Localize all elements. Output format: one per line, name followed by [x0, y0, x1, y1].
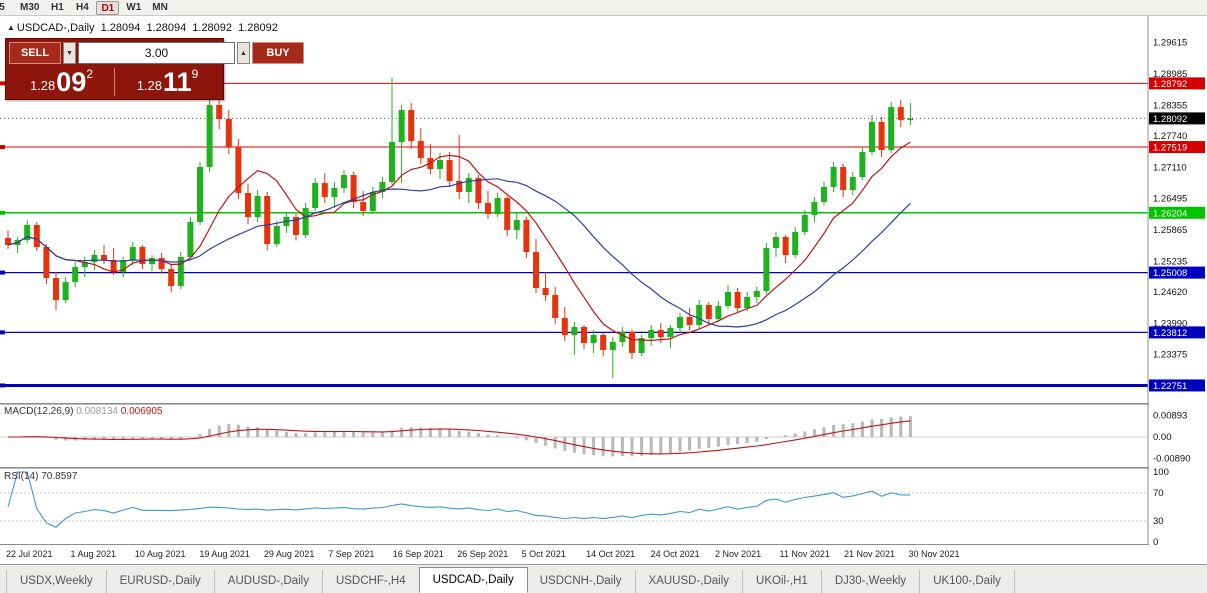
svg-text:1.28985: 1.28985	[1153, 69, 1187, 80]
chart-tab-eurusd-daily[interactable]: EURUSD-,Daily	[107, 570, 215, 593]
svg-text:1.25235: 1.25235	[1153, 256, 1187, 267]
timeframe-button-h4[interactable]: H4	[76, 1, 89, 13]
svg-text:30: 30	[1153, 516, 1164, 527]
volume-input[interactable]	[78, 42, 235, 64]
chart-tab-usdchf-h4[interactable]: USDCHF-,H4	[323, 570, 420, 593]
svg-text:-0.00890: -0.00890	[1153, 453, 1191, 464]
svg-text:21 Nov 2021: 21 Nov 2021	[844, 549, 895, 559]
svg-text:0: 0	[1153, 537, 1158, 548]
level-price-label	[1149, 141, 1205, 154]
volume-increase-button[interactable]: ▲	[237, 42, 250, 64]
svg-text:1.27110: 1.27110	[1153, 163, 1187, 174]
timeframe-button-h1[interactable]: H1	[51, 1, 64, 13]
svg-text:100: 100	[1153, 467, 1169, 478]
svg-text:70: 70	[1153, 488, 1164, 499]
svg-text:30 Nov 2021: 30 Nov 2021	[908, 549, 959, 559]
svg-text:1 Aug 2021: 1 Aug 2021	[70, 549, 116, 559]
chart-tab-usdcad-daily[interactable]: USDCAD-,Daily	[418, 567, 528, 593]
svg-text:1.29615: 1.29615	[1153, 37, 1187, 48]
timeframe-button-5[interactable]: 5	[0, 1, 5, 13]
level-price-label	[1149, 379, 1205, 392]
ohlc-close: 1.28092	[238, 22, 278, 34]
svg-text:1.28092: 1.28092	[1153, 114, 1187, 125]
ohlc-low: 1.28092	[192, 22, 233, 34]
buy-price-big: 11	[163, 67, 192, 97]
timeframe-button-m30[interactable]: M30	[20, 1, 40, 13]
svg-text:11 Nov 2021: 11 Nov 2021	[780, 549, 830, 559]
sell-price-prefix: 1.28	[29, 78, 56, 93]
chart-collapse-icon[interactable]: ▲	[7, 23, 15, 32]
svg-text:1.25008: 1.25008	[1153, 268, 1187, 279]
chart-title-ohlc: ▲ USDCAD-,Daily 1.28094 1.28094 1.28092 1…	[7, 22, 281, 34]
svg-text:1.23375: 1.23375	[1153, 349, 1187, 360]
chart-tab-ukoil-h1[interactable]: UKOil-,H1	[743, 570, 822, 593]
svg-text:1.23812: 1.23812	[1153, 328, 1187, 339]
chart-tab-xauusd-daily[interactable]: XAUUSD-,Daily	[636, 570, 744, 593]
date-axis: 22 Jul 2021 1 Aug 2021 10 Aug 2021 19 Aug 2…	[6, 549, 959, 559]
candlestick-chart[interactable]: 1.29615 1.28985 1.28355 1.27740 1.27110 1.264…	[0, 16, 1207, 564]
svg-text:1.28792: 1.28792	[1153, 79, 1187, 90]
svg-text:29 Aug 2021: 29 Aug 2021	[264, 549, 315, 559]
chart-symbol-label: USDCAD-,Daily	[16, 22, 95, 34]
svg-text:22 Jul 2021: 22 Jul 2021	[6, 549, 53, 559]
sell-price-big: 09	[56, 67, 87, 97]
svg-text:14 Oct 2021: 14 Oct 2021	[586, 549, 635, 559]
svg-text:26 Sep 2021: 26 Sep 2021	[457, 549, 508, 559]
svg-text:1.27740: 1.27740	[1153, 131, 1187, 142]
macd-label: MACD(12,26,9) 0.008134 0.006905	[4, 406, 163, 417]
svg-text:1.22751: 1.22751	[1153, 381, 1187, 392]
level-price-label	[1149, 266, 1205, 279]
svg-text:1.26204: 1.26204	[1153, 208, 1187, 219]
svg-text:0.00893: 0.00893	[1153, 411, 1187, 422]
trade-panel-divider	[114, 68, 115, 96]
svg-text:1.27519: 1.27519	[1153, 143, 1187, 154]
svg-text:10 Aug 2021: 10 Aug 2021	[135, 549, 186, 559]
level-price-label	[1149, 77, 1205, 90]
current-price-label	[1149, 112, 1205, 125]
svg-text:7 Sep 2021: 7 Sep 2021	[328, 549, 374, 559]
sell-button[interactable]: SELL	[9, 42, 61, 64]
chart-area[interactable]: 1.29615 1.28985 1.28355 1.27740 1.27110 1.264…	[0, 16, 1207, 564]
macd-panel	[8, 416, 912, 457]
svg-text:1.28355: 1.28355	[1153, 100, 1187, 111]
chart-tab-usdx-weekly[interactable]: USDX,Weekly	[6, 570, 107, 593]
chart-tab-usdcnh-daily[interactable]: USDCNH-,Daily	[527, 570, 636, 593]
timeframe-toolbar: 5 M30 H1 H4 D1 W1 MN	[0, 0, 1207, 16]
buy-price-sup: 9	[191, 67, 199, 81]
svg-text:24 Oct 2021: 24 Oct 2021	[651, 549, 700, 559]
svg-text:1.23990: 1.23990	[1153, 319, 1187, 330]
buy-button[interactable]: BUY	[252, 42, 304, 64]
svg-text:5 Oct 2021: 5 Oct 2021	[522, 549, 566, 559]
one-click-trading-panel: SELL ▼ ▲ BUY 1.28 09 2 1.28 11 9	[5, 38, 304, 100]
chart-tab-uk100-daily[interactable]: UK100-,Daily	[920, 570, 1015, 593]
volume-decrease-button[interactable]: ▼	[63, 42, 76, 64]
level-price-label	[1149, 326, 1205, 339]
svg-text:0.00: 0.00	[1153, 432, 1172, 443]
svg-text:19 Aug 2021: 19 Aug 2021	[199, 549, 250, 559]
svg-text:2 Nov 2021: 2 Nov 2021	[715, 549, 761, 559]
price-axis: 1.29615 1.28985 1.28355 1.27740 1.27110 1.264…	[1149, 37, 1205, 548]
chart-tabs-bar: USDX,Weekly EURUSD-,Daily AUDUSD-,Daily USD…	[0, 564, 1207, 593]
ohlc-high: 1.28094	[146, 22, 187, 34]
ohlc-open: 1.28094	[100, 22, 141, 34]
buy-price-prefix: 1.28	[136, 78, 163, 93]
svg-text:1.25865: 1.25865	[1153, 225, 1187, 236]
moving-averages-layer	[7, 141, 911, 342]
candles-layer	[5, 78, 914, 378]
rsi-panel	[7, 471, 911, 528]
timeframe-button-d1[interactable]: D1	[96, 0, 120, 15]
sell-price[interactable]: 1.28 09 2	[9, 66, 114, 98]
timeframe-button-w1[interactable]: W1	[126, 1, 142, 13]
svg-text:1.26495: 1.26495	[1153, 193, 1187, 204]
buy-price[interactable]: 1.28 11 9	[115, 66, 220, 98]
chart-tab-audusd-daily[interactable]: AUDUSD-,Daily	[215, 570, 323, 593]
sell-price-sup: 2	[86, 67, 94, 81]
svg-text:16 Sep 2021: 16 Sep 2021	[393, 549, 444, 559]
chart-tab-dj30-weekly[interactable]: DJ30-,Weekly	[822, 570, 921, 593]
svg-text:1.24620: 1.24620	[1153, 287, 1187, 298]
level-price-label	[1149, 206, 1205, 219]
timeframe-button-mn[interactable]: MN	[152, 1, 168, 13]
rsi-label: RSI(14) 70.8597	[4, 471, 78, 482]
